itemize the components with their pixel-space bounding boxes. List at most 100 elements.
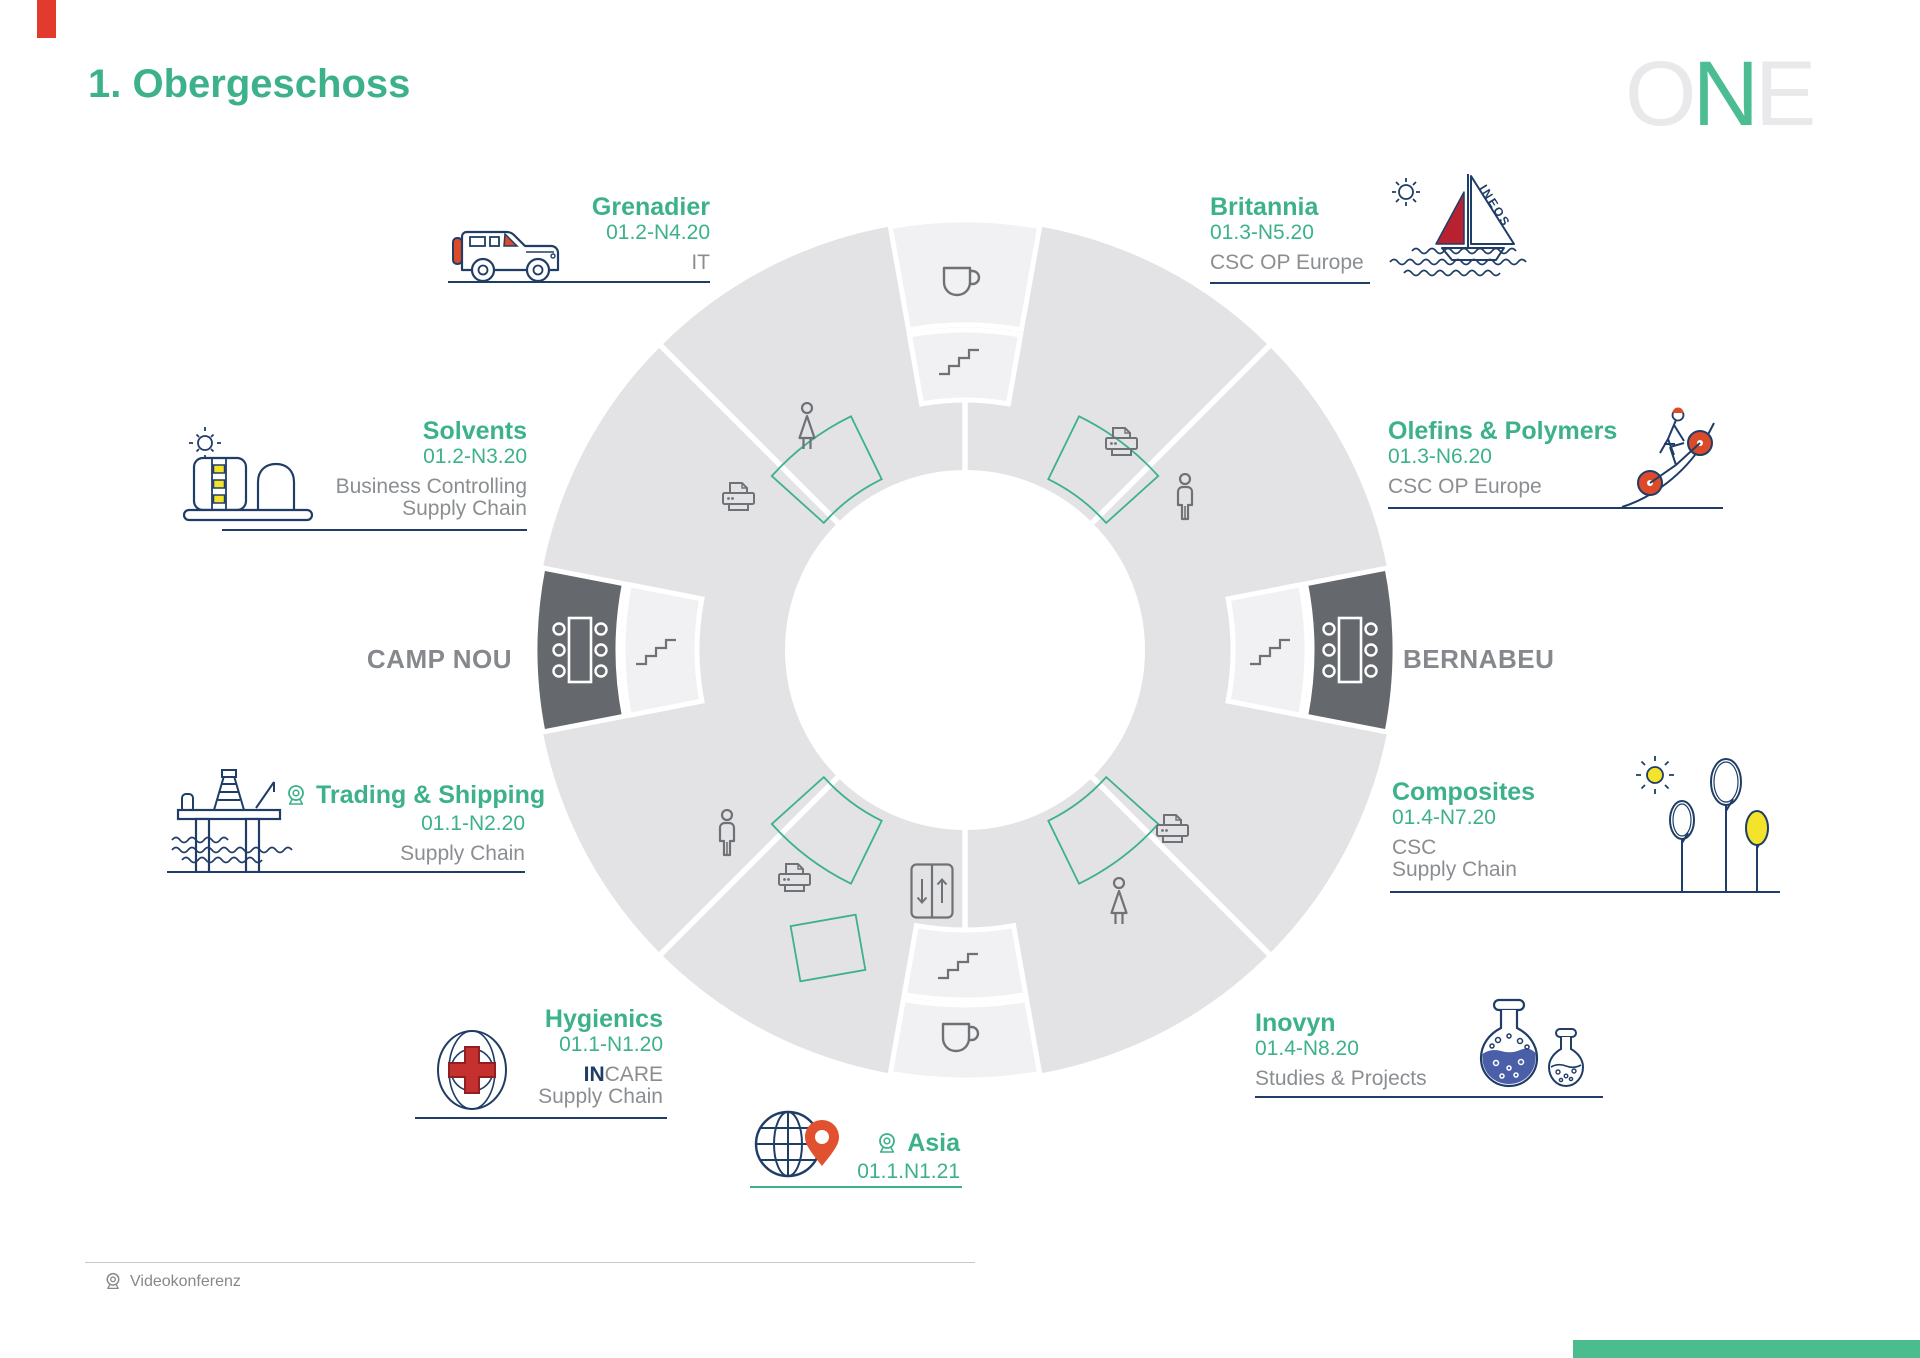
trading-oil-rig-illustration xyxy=(170,768,302,872)
ring-divider xyxy=(1088,342,1273,527)
room-label-trading: Trading & Shipping 01.1-N2.20 Supply Cha… xyxy=(285,782,545,865)
room-name: Olefins & Polymers xyxy=(1388,417,1618,445)
stairs-icon-top xyxy=(937,347,981,377)
legend-videoconference: Videokonferenz xyxy=(104,1272,241,1291)
room-name: Solvents xyxy=(422,417,527,445)
facility-wedge-coffee-top xyxy=(887,217,1043,333)
facility-wedge-stairs-right xyxy=(1225,581,1310,719)
room-dept: CSC OP Europe xyxy=(1388,475,1542,498)
room-code: 01.2-N4.20 xyxy=(606,221,710,244)
one-logo: ONE xyxy=(1625,48,1816,140)
room-underline-britannia xyxy=(1210,282,1370,284)
room-dept: Business Controlling xyxy=(335,475,527,498)
room-name: Hygienics xyxy=(544,1005,663,1033)
inovyn-flasks-illustration xyxy=(1468,995,1590,1098)
ring-divider xyxy=(657,342,842,527)
page-title: 1. Obergeschoss xyxy=(88,62,411,106)
room-code: 01.4-N8.20 xyxy=(1255,1037,1359,1060)
facility-wedge-stairs-left xyxy=(620,581,705,719)
room-label-hygienics: Hygienics 01.1-N1.20 INCARE Supply Chain xyxy=(443,1006,663,1108)
britannia-sailboat-illustration: INEOS xyxy=(1382,166,1550,284)
room-label-olefins: Olefins & Polymers 01.3-N6.20 CSC OP Eur… xyxy=(1388,418,1648,498)
logo-letter: E xyxy=(1755,43,1816,145)
room-underline-solvents xyxy=(222,529,527,531)
legend-label: Videokonferenz xyxy=(130,1273,241,1290)
room-dept: CSC xyxy=(1392,836,1437,859)
desk-zone-bottom-left xyxy=(770,775,883,885)
room-name: Grenadier xyxy=(591,193,710,221)
room-name: Asia xyxy=(790,1130,960,1159)
facility-wedge-coffee-bottom xyxy=(887,996,1043,1083)
elevator-icon xyxy=(909,862,955,920)
meeting-table-icon-camp-nou xyxy=(549,614,611,686)
stairs-icon-left xyxy=(634,637,678,667)
room-label-solvents: Solvents 01.2-N3.20 Business Controlling… xyxy=(307,418,527,520)
facility-wedge-stairs-top xyxy=(906,327,1024,407)
coffee-icon-top xyxy=(936,263,982,301)
ring-divider xyxy=(657,773,842,958)
desk-zone-rect-bottom-left xyxy=(789,913,867,983)
room-dept: CSC OP Europe xyxy=(1210,251,1364,274)
stairs-icon-bottom xyxy=(936,951,980,981)
olefins-cyclist-illustration xyxy=(1618,403,1753,508)
corner-accent-mark xyxy=(37,0,56,38)
womens-wc-icon-bottom-right xyxy=(1105,877,1133,927)
room-label-grenadier: Grenadier 01.2-N4.20 IT xyxy=(448,194,710,274)
videoconference-icon xyxy=(285,784,307,811)
logo-letter: O xyxy=(1625,43,1697,145)
room-code: 01.4-N7.20 xyxy=(1392,806,1496,829)
mens-wc-icon-bottom-left xyxy=(714,809,740,857)
composites-trees-illustration xyxy=(1628,753,1778,893)
meeting-room-camp-nou-segment xyxy=(532,565,628,735)
meeting-room-bernabeu-segment xyxy=(1302,565,1398,735)
videoconference-icon xyxy=(106,1272,120,1290)
room-dept: Supply Chain xyxy=(402,497,527,520)
room-label-composites: Composites 01.4-N7.20 CSC Supply Chain xyxy=(1392,779,1632,881)
printer-icon-bottom-right xyxy=(1153,812,1193,846)
logo-letter: N xyxy=(1692,43,1759,145)
hygienics-medical-globe-illustration xyxy=(434,1028,510,1112)
room-underline-inovyn xyxy=(1255,1096,1603,1098)
room-label-asia: Asia 01.1.N1.21 xyxy=(790,1130,960,1182)
desk-zone-bottom-right xyxy=(1047,775,1160,885)
room-underline-asia xyxy=(750,1186,962,1188)
room-name: Inovyn xyxy=(1255,1009,1336,1037)
room-label-britannia: Britannia 01.3-N5.20 CSC OP Europe xyxy=(1210,194,1410,274)
room-dept: INCARE xyxy=(583,1063,663,1086)
stairs-icon-right xyxy=(1248,637,1292,667)
grenadier-car-illustration xyxy=(450,218,578,284)
room-label-inovyn: Inovyn 01.4-N8.20 Studies & Projects xyxy=(1255,1010,1515,1090)
room-underline-hygienics xyxy=(415,1117,667,1119)
room-code: 01.3-N5.20 xyxy=(1210,221,1314,244)
room-underline-composites xyxy=(1390,891,1780,893)
room-dept: Supply Chain xyxy=(400,842,525,865)
room-name: Trading & Shipping xyxy=(285,782,545,811)
room-code: 01.2-N3.20 xyxy=(423,445,527,468)
room-underline-olefins xyxy=(1388,507,1723,509)
footer-accent-bar xyxy=(1573,1340,1920,1358)
room-code: 01.1-N1.20 xyxy=(559,1033,663,1056)
printer-icon-top-right xyxy=(1102,425,1142,459)
meeting-room-label-camp-nou: CAMP NOU xyxy=(366,644,512,674)
room-code: 01.1.N1.21 xyxy=(857,1160,960,1183)
room-underline-grenadier xyxy=(448,281,710,283)
room-dept: IT xyxy=(691,251,710,274)
coffee-icon-bottom xyxy=(935,1019,981,1057)
printer-icon-bottom-left xyxy=(775,861,815,895)
room-dept: Supply Chain xyxy=(1392,858,1517,881)
room-name: Composites xyxy=(1392,778,1536,806)
room-code: 01.3-N6.20 xyxy=(1388,445,1492,468)
womens-wc-icon-top-left xyxy=(793,402,821,452)
room-code: 01.1-N2.20 xyxy=(421,812,525,835)
videoconference-icon xyxy=(876,1132,898,1159)
meeting-room-label-bernabeu: BERNABEU xyxy=(1403,644,1555,674)
desk-zone-top-right xyxy=(1047,415,1160,525)
room-dept: Supply Chain xyxy=(538,1085,663,1108)
room-underline-trading xyxy=(167,871,525,873)
asia-globe-pin-illustration xyxy=(750,1102,840,1186)
room-name: Britannia xyxy=(1210,193,1319,221)
solvents-tanks-illustration xyxy=(180,418,330,530)
room-dept: Studies & Projects xyxy=(1255,1067,1427,1090)
ring-divider xyxy=(1088,773,1273,958)
